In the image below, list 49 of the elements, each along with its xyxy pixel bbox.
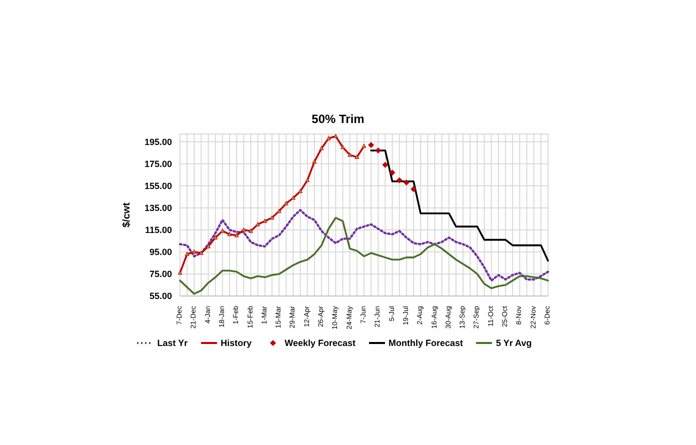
point xyxy=(184,252,190,256)
y-tick-label: 195.00 xyxy=(144,136,172,147)
y-tick-label: 135.00 xyxy=(144,203,172,214)
point xyxy=(262,218,268,223)
point xyxy=(270,215,274,220)
point xyxy=(220,228,225,233)
point xyxy=(213,235,218,240)
point xyxy=(362,144,366,148)
y-tick-label: 155.00 xyxy=(144,180,172,191)
y-tick-label: 95.00 xyxy=(149,247,172,258)
point xyxy=(256,222,260,226)
point xyxy=(298,188,303,194)
legend-label: 5 Yr Avg xyxy=(495,338,532,348)
y-axis-title: $/cwt xyxy=(122,202,133,228)
point xyxy=(368,142,374,148)
point xyxy=(312,159,317,164)
point xyxy=(192,249,196,254)
point xyxy=(375,148,382,154)
point xyxy=(382,162,388,168)
y-tick-label: 115.00 xyxy=(144,225,172,236)
legend-label: Last Yr xyxy=(156,338,188,348)
legend-label: Monthly Forecast xyxy=(388,338,464,348)
y-tick-label: 175.00 xyxy=(144,158,172,169)
point xyxy=(276,208,282,213)
point xyxy=(348,152,352,157)
line-series xyxy=(178,208,550,282)
line-series xyxy=(179,216,549,295)
point xyxy=(284,200,288,206)
point xyxy=(340,144,346,150)
y-tick-label: 55.00 xyxy=(149,291,172,302)
point xyxy=(354,154,360,159)
point xyxy=(206,244,211,248)
point xyxy=(234,232,239,238)
point xyxy=(248,228,254,233)
point xyxy=(410,186,417,192)
point xyxy=(198,250,204,255)
point xyxy=(305,178,310,182)
y-tick-label: 75.00 xyxy=(149,269,172,280)
chart-title: 50% Trim xyxy=(310,112,366,126)
point xyxy=(403,179,410,186)
legend-label: Weekly Forecast xyxy=(284,338,356,348)
point xyxy=(396,177,402,184)
point xyxy=(227,232,232,236)
point xyxy=(319,146,324,150)
point xyxy=(333,134,338,138)
point xyxy=(389,170,396,176)
legend-label: History xyxy=(220,338,252,348)
point xyxy=(326,136,331,140)
line-series xyxy=(179,134,366,274)
